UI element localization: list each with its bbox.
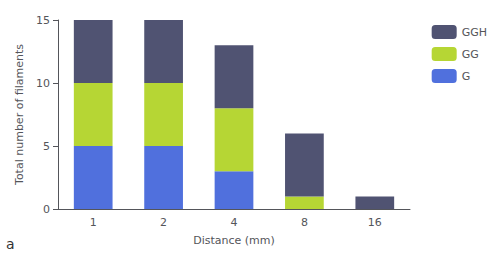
svg-text:10: 10	[36, 77, 50, 90]
svg-text:Total number of filaments: Total number of filaments	[13, 44, 26, 186]
svg-text:1: 1	[90, 216, 97, 229]
svg-text:GG: GG	[462, 48, 479, 61]
svg-text:8: 8	[301, 216, 308, 229]
svg-text:16: 16	[368, 216, 382, 229]
svg-text:0: 0	[43, 203, 50, 216]
svg-text:G: G	[462, 70, 471, 83]
svg-text:a: a	[6, 236, 15, 252]
svg-text:2: 2	[160, 216, 167, 229]
svg-text:15: 15	[36, 14, 50, 27]
svg-text:5: 5	[43, 140, 50, 153]
svg-text:GGH: GGH	[462, 26, 487, 39]
svg-text:Distance (mm): Distance (mm)	[193, 234, 275, 247]
svg-text:4: 4	[231, 216, 238, 229]
